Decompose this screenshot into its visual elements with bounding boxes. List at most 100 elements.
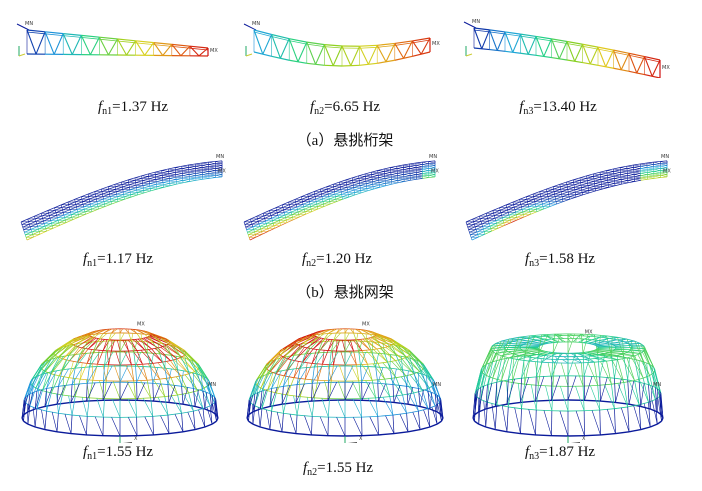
structure-member (378, 182, 386, 184)
structure-member (353, 350, 357, 365)
structure-member (50, 220, 52, 224)
structure-member (428, 174, 436, 176)
structure-member (353, 182, 360, 186)
structure-member (27, 423, 36, 428)
structure-member (651, 59, 661, 77)
structure-member (601, 184, 609, 188)
structure-member (647, 171, 654, 173)
structure-member (378, 175, 385, 177)
structure-member (570, 352, 577, 357)
structure-member (244, 221, 252, 225)
structure-member (256, 233, 263, 238)
structure-member (179, 347, 190, 360)
structure-member (409, 166, 417, 168)
structure-member (45, 31, 64, 35)
structure-member (427, 408, 431, 428)
structure-member (69, 360, 78, 363)
structure-member (344, 382, 354, 401)
structure-member (486, 352, 494, 376)
structure-member (527, 201, 529, 205)
structure-member (36, 374, 43, 392)
structure-member (276, 356, 285, 372)
structure-member (434, 393, 438, 412)
structure-member (287, 346, 303, 360)
structure-member (320, 349, 329, 351)
structure-member (77, 348, 89, 363)
structure-member (79, 362, 83, 380)
structure-member (496, 358, 507, 383)
structure-member (182, 181, 190, 184)
structure-member (175, 165, 182, 168)
structure-member (44, 222, 52, 227)
structure-member (428, 171, 436, 174)
structure-member (594, 183, 602, 185)
structure-member (416, 360, 423, 375)
structure-member (369, 333, 379, 343)
structure-member (545, 355, 549, 360)
structure-member (526, 199, 528, 202)
structure-member (660, 171, 668, 174)
structure-member (535, 385, 539, 411)
structure-member (522, 208, 530, 213)
structure-member (61, 201, 69, 206)
structure-member (621, 179, 628, 181)
structure-member (653, 168, 661, 170)
structure-member (409, 170, 417, 173)
structure-member (627, 176, 635, 179)
structure-member (422, 164, 429, 167)
structure-member (68, 201, 76, 205)
structure-member (30, 229, 33, 233)
structure-member (275, 345, 292, 360)
structure-member (82, 330, 99, 337)
structure-member (511, 337, 519, 358)
structure-member (649, 375, 656, 400)
structure-member (111, 417, 121, 437)
structure-member (346, 179, 353, 183)
structure-member (315, 201, 318, 205)
structure-member (182, 173, 190, 175)
structure-member (428, 165, 436, 168)
structure-member (526, 342, 544, 345)
structure-member (314, 196, 316, 200)
structure-member (69, 335, 86, 346)
structure-member (320, 189, 322, 192)
structure-member (142, 183, 150, 186)
structure-member (320, 188, 328, 192)
structure-member (273, 222, 281, 227)
structure-member (543, 38, 553, 57)
structure-member (87, 362, 98, 365)
structure-member (551, 338, 561, 343)
structure-member (501, 357, 510, 381)
structure-member (25, 237, 28, 241)
structure-member (660, 165, 668, 167)
structure-member (416, 173, 423, 175)
structure-member (507, 209, 509, 213)
structure-member (152, 383, 154, 402)
structure-member (579, 175, 587, 179)
structure-member (264, 215, 272, 219)
structure-member (166, 344, 172, 356)
structure-member (108, 332, 112, 342)
structure-member (94, 193, 97, 197)
structure-member (34, 408, 38, 428)
structure-member (58, 394, 63, 414)
structure-member (546, 188, 554, 192)
structure-member (143, 190, 151, 194)
structure-member (340, 184, 347, 188)
structure-member (277, 212, 285, 216)
structure-member (536, 209, 538, 212)
structure-member (358, 380, 361, 399)
structure-member (495, 220, 497, 224)
structure-member (105, 364, 109, 381)
structure-member (409, 163, 417, 166)
structure-member (620, 169, 628, 172)
structure-member (208, 164, 216, 167)
structure-member (365, 380, 376, 399)
structure-member (148, 349, 163, 363)
structure-member (428, 169, 436, 172)
structure-member (396, 168, 404, 170)
structure-member (339, 179, 346, 183)
structure-member (357, 339, 370, 351)
structure-member (170, 355, 178, 370)
structure-member (36, 223, 38, 227)
